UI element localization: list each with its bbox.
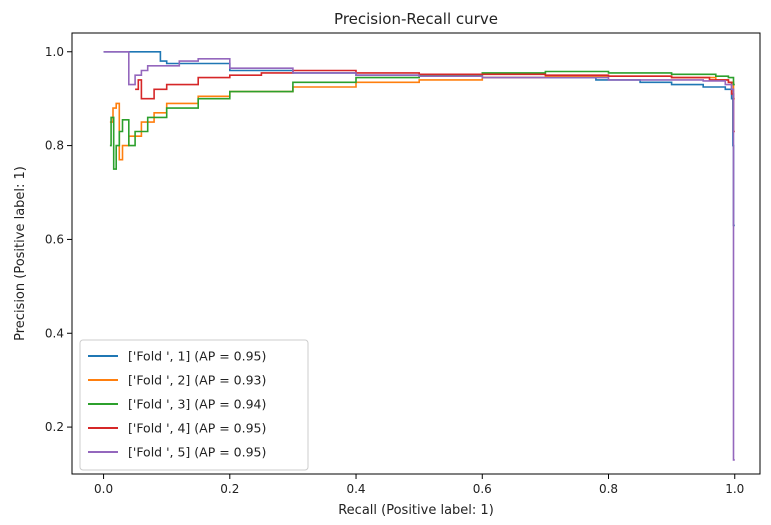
y-axis-ticks: 0.2 0.4 0.6 0.8 1.0	[45, 45, 72, 434]
legend-entry-3: ['Fold ', 3] (AP = 0.94)	[88, 397, 266, 412]
x-tick-5: 1.0	[725, 474, 744, 496]
legend-entry-1: ['Fold ', 1] (AP = 0.95)	[88, 349, 266, 364]
y-tick-0: 0.2	[45, 420, 72, 434]
x-tick-label: 0.0	[94, 482, 113, 496]
x-tick-label: 0.4	[346, 482, 365, 496]
y-tick-label: 1.0	[45, 45, 64, 59]
legend-entry-5: ['Fold ', 5] (AP = 0.95)	[88, 445, 266, 460]
x-tick-label: 0.6	[473, 482, 492, 496]
legend-label: ['Fold ', 5] (AP = 0.95)	[128, 445, 266, 460]
y-tick-label: 0.4	[45, 326, 64, 340]
x-tick-1: 0.2	[220, 474, 239, 496]
legend-label: ['Fold ', 2] (AP = 0.93)	[128, 373, 266, 388]
plot-area-frame	[71, 32, 761, 475]
series-line-fold-2	[109, 75, 735, 161]
x-tick-label: 1.0	[725, 482, 744, 496]
chart-title: Precision-Recall curve	[334, 10, 498, 28]
y-tick-3: 0.8	[45, 139, 72, 153]
legend-entry-2: ['Fold ', 2] (AP = 0.93)	[88, 373, 266, 388]
x-axis-label: Recall (Positive label: 1)	[338, 503, 494, 518]
y-axis-label: Precision (Positive label: 1)	[13, 166, 28, 341]
x-tick-label: 0.2	[220, 482, 239, 496]
y-tick-label: 0.6	[45, 232, 64, 246]
legend-label: ['Fold ', 3] (AP = 0.94)	[128, 397, 266, 412]
y-tick-4: 1.0	[45, 45, 72, 59]
y-tick-label: 0.2	[45, 420, 64, 434]
x-axis-ticks: 0.0 0.2 0.4 0.6 0.8 1.0	[94, 474, 744, 496]
legend-box	[79, 339, 309, 471]
x-tick-label: 0.8	[599, 482, 618, 496]
x-tick-2: 0.4	[346, 474, 366, 496]
y-tick-2: 0.6	[45, 232, 72, 246]
series-line-fold-3	[109, 70, 735, 170]
legend-entry-4: ['Fold ', 4] (AP = 0.95)	[88, 421, 266, 436]
x-tick-3: 0.6	[473, 474, 492, 496]
x-tick-0: 0.0	[94, 474, 113, 496]
series-lines	[103, 51, 735, 461]
series-line-fold-5	[103, 51, 735, 461]
legend: ['Fold ', 1] (AP = 0.95) ['Fold ', 2] (AP…	[79, 339, 309, 471]
y-tick-label: 0.8	[45, 139, 64, 153]
legend-label: ['Fold ', 4] (AP = 0.95)	[128, 421, 266, 436]
y-tick-1: 0.4	[45, 326, 72, 340]
x-tick-4: 0.8	[599, 474, 618, 496]
legend-label: ['Fold ', 1] (AP = 0.95)	[128, 349, 266, 364]
